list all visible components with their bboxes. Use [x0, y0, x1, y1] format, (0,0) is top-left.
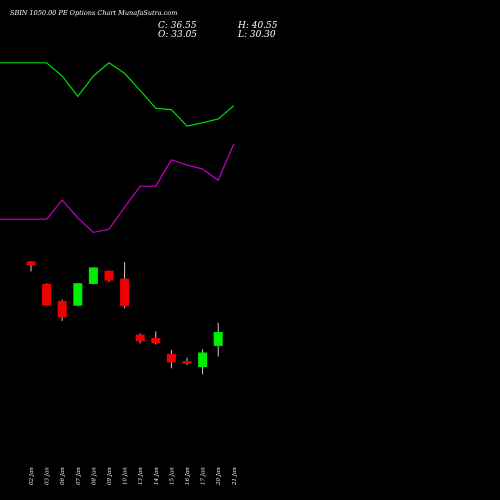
x-tick-label: 03 Jan	[45, 467, 51, 485]
low-readout: L: 30.30	[237, 30, 276, 40]
candle	[26, 261, 36, 272]
candle	[135, 333, 145, 344]
candle-body	[166, 353, 176, 363]
x-tick-label: 21 Jan	[232, 467, 238, 486]
candles	[26, 261, 223, 375]
x-tick-label: 09 Jan	[107, 467, 113, 485]
high-readout: H: 40.55	[237, 21, 278, 31]
candle	[57, 299, 67, 321]
x-tick-label: 10 Jan	[123, 467, 129, 485]
open-readout: O: 33.05	[158, 30, 197, 40]
candle	[104, 270, 114, 282]
candle	[120, 262, 130, 309]
candle	[166, 349, 176, 369]
candle-body	[135, 334, 145, 342]
candle	[198, 349, 208, 375]
candle	[151, 331, 161, 345]
indicator-line-2	[0, 143, 235, 234]
candle-body	[151, 338, 161, 344]
x-tick-label: 16 Jan	[185, 467, 191, 485]
chart-title: SBIN 1050.00 PE Options Chart MunafaSutr…	[10, 9, 177, 17]
candle-body	[42, 283, 52, 306]
candle	[88, 267, 98, 285]
x-tick-label: 17 Jan	[201, 467, 207, 485]
x-tick-label: 02 Jan	[29, 467, 35, 485]
x-tick-label: 13 Jan	[138, 467, 144, 485]
x-tick-label: 07 Jan	[76, 467, 82, 485]
x-tick-label: 08 Jan	[91, 467, 97, 485]
candle	[42, 283, 52, 306]
indicator-lines	[0, 62, 235, 234]
candle	[73, 283, 83, 307]
candle	[213, 322, 223, 357]
candle-body	[213, 332, 223, 346]
candle-body	[57, 301, 67, 318]
candle-body	[104, 270, 114, 281]
candle-body	[120, 278, 130, 307]
candle-body	[73, 283, 83, 306]
candle-body	[182, 361, 192, 364]
x-axis-ticks: 02 Jan 03 Jan 06 Jan 07 Jan 08 Jan 09 Jan 10 J…	[29, 467, 238, 486]
close-readout: C: 36.55	[158, 21, 197, 31]
x-tick-label: 15 Jan	[169, 467, 175, 485]
candle	[182, 357, 192, 366]
candle-body	[198, 352, 208, 367]
indicator-line-1	[0, 62, 235, 127]
candle-body	[88, 267, 98, 284]
x-tick-label: 14 Jan	[154, 467, 160, 485]
x-tick-label: 20 Jan	[216, 467, 222, 486]
candle-body	[26, 261, 36, 266]
x-tick-label: 06 Jan	[60, 467, 66, 485]
